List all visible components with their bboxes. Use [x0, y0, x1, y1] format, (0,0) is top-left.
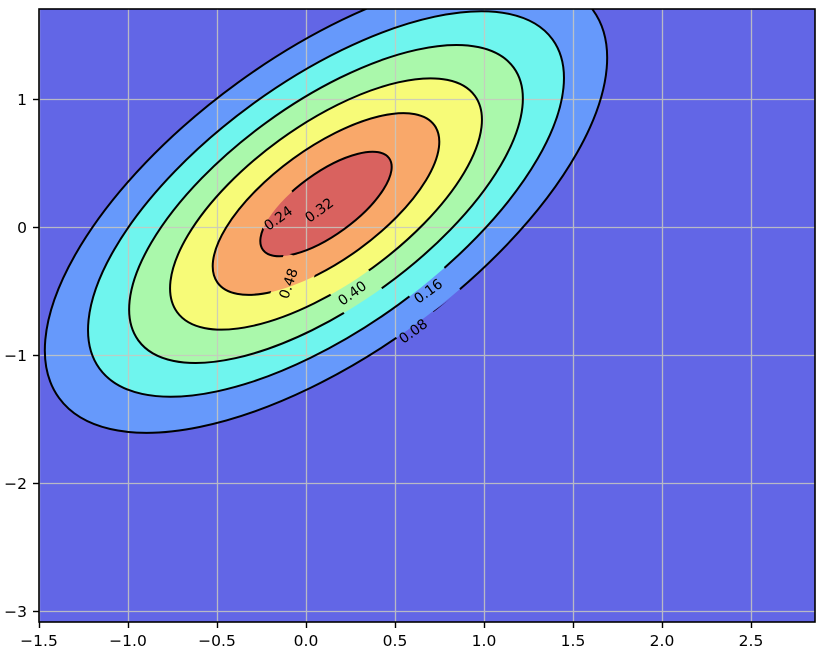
x-tick-label--0.5: −0.5: [198, 632, 236, 650]
x-tick-marks: [38, 622, 753, 628]
gridlines: [39, 9, 815, 622]
x-tick-labels: −1.5 −1.0 −0.5 0.0 0.5 1.0 1.5 2.0 2.5: [20, 632, 763, 650]
axes-spines: [38, 8, 816, 623]
y-tick-label--1: −1: [4, 347, 27, 365]
x-tick-label--1.0: −1.0: [109, 632, 147, 650]
contour-lines: [43, 9, 609, 434]
x-tick-label-1.5: 1.5: [561, 632, 586, 650]
contour-line-0.40: [211, 112, 441, 296]
y-tick-label-1: 1: [17, 91, 27, 109]
x-tick-label-0.0: 0.0: [294, 632, 319, 650]
y-tick-marks: [33, 98, 39, 613]
y-tick-labels: 1 0 −1 −2 −3: [4, 91, 27, 621]
x-tick-label-2.5: 2.5: [739, 632, 764, 650]
contour-fills: [44, 9, 608, 433]
contour-band-0.48: [260, 151, 392, 257]
contour-line-0.16: [87, 10, 565, 398]
x-tick-label-2.0: 2.0: [650, 632, 675, 650]
y-tick-label-0: 0: [17, 219, 27, 237]
y-tick-label--3: −3: [4, 603, 27, 621]
contour-line-0.48: [259, 150, 393, 258]
contour-line-0.08: [43, 9, 609, 434]
y-tick-label--2: −2: [4, 475, 27, 493]
x-tick-label--1.5: −1.5: [20, 632, 58, 650]
contour-line-0.32: [169, 77, 483, 331]
x-tick-label-1.0: 1.0: [472, 632, 497, 650]
x-tick-label-0.5: 0.5: [383, 632, 408, 650]
contour-line-0.24: [128, 44, 524, 364]
